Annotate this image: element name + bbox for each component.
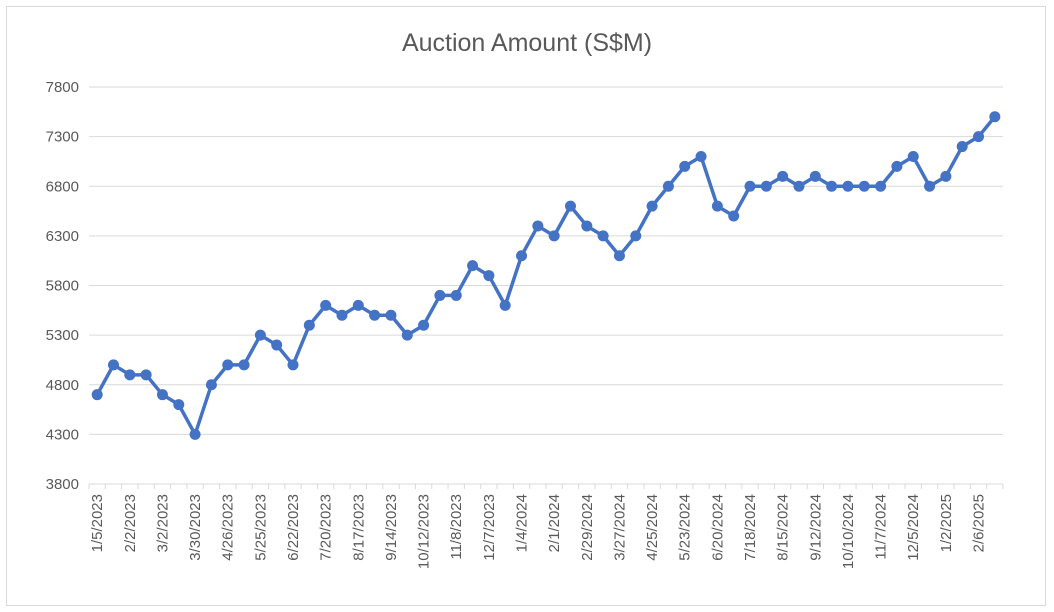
x-tick-label: 5/25/2023 bbox=[252, 494, 269, 561]
data-point bbox=[140, 369, 152, 381]
data-point bbox=[156, 389, 168, 401]
y-tick-label: 5300 bbox=[46, 327, 79, 344]
data-point bbox=[385, 309, 397, 321]
x-tick-label: 6/22/2023 bbox=[285, 494, 302, 561]
x-tick-label: 12/5/2024 bbox=[905, 494, 922, 561]
data-point bbox=[613, 250, 625, 262]
x-tick-label: 7/20/2023 bbox=[318, 494, 335, 561]
data-point bbox=[564, 200, 576, 212]
chart-frame: Auction Amount (S$M) 3800 4300 4800 5300 580… bbox=[6, 6, 1046, 606]
y-tick-label: 4800 bbox=[46, 377, 79, 394]
x-tick-label: 1/4/2024 bbox=[514, 494, 531, 552]
x-tick-label: 3/27/2024 bbox=[611, 494, 628, 561]
data-point bbox=[858, 180, 870, 192]
x-tick-label: 3/2/2023 bbox=[154, 494, 171, 552]
y-tick-label: 7300 bbox=[46, 129, 79, 146]
x-tick-label: 2/29/2024 bbox=[579, 494, 596, 561]
x-tick-label: 9/12/2024 bbox=[807, 494, 824, 561]
data-point bbox=[336, 309, 348, 321]
y-tick-label: 5800 bbox=[46, 278, 79, 295]
y-tick-label: 6800 bbox=[46, 178, 79, 195]
y-tick-label: 4300 bbox=[46, 426, 79, 443]
data-point bbox=[352, 299, 364, 311]
data-point bbox=[777, 170, 789, 182]
data-point bbox=[222, 359, 234, 371]
x-tick-label: 10/10/2024 bbox=[840, 494, 857, 569]
data-point bbox=[842, 180, 854, 192]
data-point bbox=[254, 329, 266, 341]
data-point bbox=[516, 250, 528, 262]
x-tick-label: 2/2/2023 bbox=[122, 494, 139, 552]
data-point bbox=[287, 359, 299, 371]
data-point bbox=[548, 230, 560, 242]
data-point bbox=[91, 389, 103, 401]
line-chart: 3800 4300 4800 5300 5800 6300 6800 7300 7800 1/5/… bbox=[46, 79, 1004, 569]
data-point bbox=[744, 180, 756, 192]
x-tick-label: 4/25/2024 bbox=[644, 494, 661, 561]
data-point bbox=[205, 379, 217, 391]
data-point bbox=[989, 111, 1001, 123]
data-point bbox=[483, 270, 495, 282]
data-point bbox=[793, 180, 805, 192]
data-point bbox=[695, 150, 707, 162]
data-point bbox=[271, 339, 283, 351]
data-point bbox=[809, 170, 821, 182]
chart-title: Auction Amount (S$M) bbox=[401, 29, 653, 57]
x-tick-label: 4/26/2023 bbox=[220, 494, 237, 561]
data-point bbox=[434, 289, 446, 301]
data-point bbox=[124, 369, 136, 381]
data-point bbox=[907, 150, 919, 162]
x-tick-label: 9/14/2023 bbox=[383, 494, 400, 561]
data-point bbox=[467, 260, 479, 272]
x-tick-label: 1/2/2025 bbox=[938, 494, 955, 552]
data-point bbox=[924, 180, 936, 192]
x-tick-label: 6/20/2024 bbox=[709, 494, 726, 561]
x-tick-label: 3/30/2023 bbox=[187, 494, 204, 561]
data-point bbox=[597, 230, 609, 242]
x-tick-label: 5/23/2024 bbox=[677, 494, 694, 561]
x-tick-label: 12/7/2023 bbox=[481, 494, 498, 561]
data-point bbox=[630, 230, 642, 242]
x-tick-label: 8/17/2023 bbox=[350, 494, 367, 561]
data-point bbox=[401, 329, 413, 341]
data-point bbox=[303, 319, 315, 331]
series-line bbox=[95, 115, 997, 437]
y-tick-label: 7800 bbox=[46, 79, 79, 96]
data-point bbox=[826, 180, 838, 192]
data-point bbox=[369, 309, 381, 321]
data-point bbox=[173, 399, 185, 411]
x-tick-label: 1/5/2023 bbox=[89, 494, 106, 552]
x-tick-label: 11/8/2023 bbox=[448, 494, 465, 560]
y-tick-label: 3800 bbox=[46, 476, 79, 493]
data-point bbox=[760, 180, 772, 192]
data-point bbox=[189, 428, 201, 440]
data-point bbox=[679, 160, 691, 172]
x-tick-label: 7/18/2024 bbox=[742, 494, 759, 561]
data-point bbox=[581, 220, 593, 232]
data-point bbox=[973, 131, 985, 143]
x-tick-label: 10/12/2023 bbox=[416, 494, 433, 569]
data-point bbox=[711, 200, 723, 212]
y-tick-label: 6300 bbox=[46, 228, 79, 245]
x-tick-label: 8/15/2024 bbox=[775, 494, 792, 561]
x-tick-label: 2/6/2025 bbox=[971, 494, 988, 552]
data-point bbox=[499, 299, 511, 311]
data-point bbox=[875, 180, 887, 192]
data-point bbox=[956, 141, 968, 153]
data-point bbox=[891, 160, 903, 172]
data-point bbox=[646, 200, 658, 212]
data-point bbox=[107, 359, 119, 371]
x-tick-label: 2/1/2024 bbox=[546, 494, 563, 552]
data-point bbox=[450, 289, 462, 301]
data-point bbox=[238, 359, 250, 371]
data-point bbox=[662, 180, 674, 192]
x-tick-label: 11/7/2024 bbox=[873, 494, 890, 560]
data-point bbox=[728, 210, 740, 222]
data-point bbox=[320, 299, 332, 311]
data-point bbox=[532, 220, 544, 232]
data-point bbox=[418, 319, 430, 331]
data-point bbox=[940, 170, 952, 182]
